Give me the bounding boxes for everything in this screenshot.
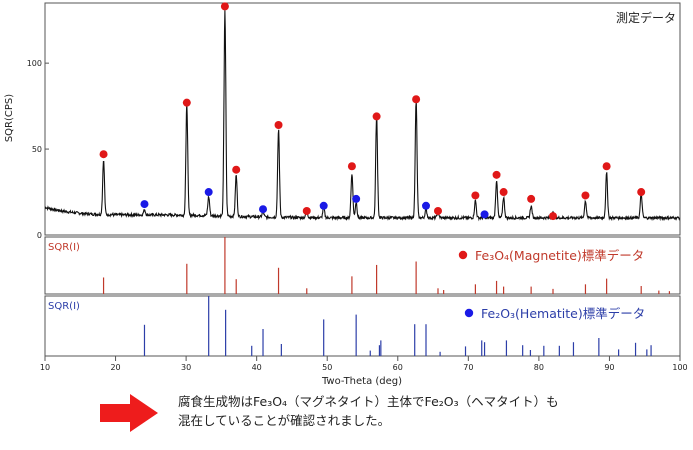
y-tick-label: 50 bbox=[32, 145, 42, 154]
magnetite-peak-marker bbox=[492, 170, 501, 179]
magnetite-panel-ylabel: SQR(I) bbox=[48, 242, 80, 253]
xrd-figure: 0 50 100 10 20 30 40 50 60 70 80 90 100 測定データ SQR(C… bbox=[4, 2, 688, 387]
hematite-peak-marker bbox=[319, 201, 328, 210]
measured-trace bbox=[44, 10, 681, 222]
y-axis-label: SQR(CPS) bbox=[4, 94, 15, 142]
x-tick-label: 100 bbox=[672, 363, 687, 372]
magnetite-layer bbox=[102, 237, 671, 294]
magnetite-peak-marker bbox=[372, 112, 381, 121]
magnetite-peak-marker bbox=[182, 98, 191, 107]
hematite-peak-marker bbox=[140, 200, 149, 209]
magnetite-peak-marker bbox=[302, 206, 311, 215]
magnetite-peak-marker bbox=[232, 165, 241, 174]
magnetite-panel-frame bbox=[44, 236, 681, 295]
hematite-peak-marker bbox=[480, 210, 489, 219]
x-tick-label: 40 bbox=[252, 363, 262, 372]
magnetite-peak-marker bbox=[99, 150, 108, 159]
hematite-layer bbox=[143, 296, 652, 356]
hematite-peak-marker bbox=[259, 205, 268, 214]
x-tick-label: 70 bbox=[463, 363, 473, 372]
magnetite-peak-marker bbox=[549, 212, 557, 221]
hematite-legend-marker bbox=[464, 308, 474, 318]
hematite-peak-marker bbox=[204, 188, 213, 197]
magnetite-peak-marker bbox=[347, 162, 356, 171]
caption: 腐食生成物はFe₃O₄（マグネタイト）主体でFe₂O₃（ヘマタイト）も 混在して… bbox=[178, 392, 678, 430]
magnetite-peak-marker bbox=[499, 188, 508, 197]
magnetite-peak-marker bbox=[433, 206, 442, 215]
hematite-peak-marker bbox=[422, 201, 430, 210]
x-tick-label: 20 bbox=[110, 363, 120, 372]
magnetite-peak-marker bbox=[412, 95, 421, 104]
y-tick-label: 100 bbox=[27, 59, 42, 68]
x-tick-label: 80 bbox=[534, 363, 544, 372]
x-tick-label: 30 bbox=[181, 363, 191, 372]
measured-layer: 0 50 100 bbox=[27, 2, 681, 240]
measured-panel-frame bbox=[44, 2, 681, 236]
magnetite-peak-marker bbox=[220, 2, 229, 11]
magnetite-legend-label: Fe₃O₄(Magnetite)標準データ bbox=[475, 248, 644, 263]
magnetite-peak-marker bbox=[602, 162, 611, 171]
hematite-peak-marker bbox=[352, 194, 361, 203]
magnetite-peak-marker bbox=[637, 188, 646, 197]
caption-line-2: 混在していることが確認されました。 bbox=[178, 413, 391, 428]
measured-panel-label: 測定データ bbox=[616, 10, 676, 25]
right-arrow-icon bbox=[100, 394, 158, 432]
magnetite-peak-marker bbox=[274, 121, 283, 130]
hematite-legend-label: Fe₂O₃(Hematite)標準データ bbox=[481, 306, 645, 321]
x-tick-label: 50 bbox=[322, 363, 332, 372]
x-tick-label: 90 bbox=[604, 363, 614, 372]
x-axis-label: Two-Theta (deg) bbox=[321, 376, 402, 387]
magnetite-legend-marker bbox=[458, 250, 468, 260]
x-axis: 10 20 30 40 50 60 70 80 90 100 bbox=[40, 356, 688, 372]
magnetite-peak-marker bbox=[471, 191, 480, 200]
hematite-panel-frame bbox=[44, 295, 681, 357]
x-tick-label: 60 bbox=[393, 363, 403, 372]
hematite-panel-ylabel: SQR(I) bbox=[48, 301, 80, 312]
y-tick-label: 0 bbox=[37, 231, 42, 240]
magnetite-peak-marker bbox=[581, 191, 590, 200]
caption-line-1: 腐食生成物はFe₃O₄（マグネタイト）主体でFe₂O₃（ヘマタイト）も bbox=[178, 394, 559, 409]
x-tick-label: 10 bbox=[40, 363, 50, 372]
magnetite-peak-marker bbox=[527, 194, 536, 203]
